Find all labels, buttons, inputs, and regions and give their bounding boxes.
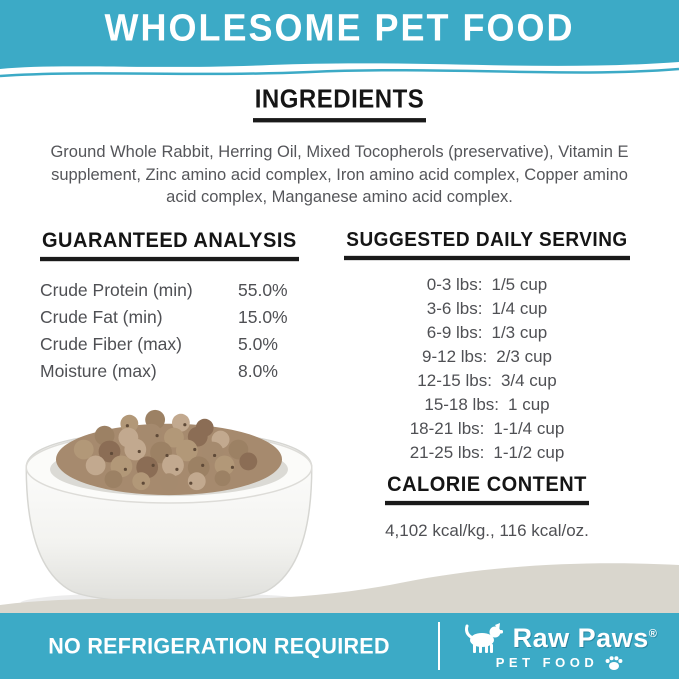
serving-row: 12-15 lbs: 3/4 cup	[333, 369, 641, 393]
calorie-content-heading: CALORIE CONTENT	[385, 473, 589, 506]
top-banner: WHOLESOME PET FOOD	[0, 0, 679, 56]
serving-range: 21-25 lbs:	[409, 443, 485, 462]
guaranteed-analysis-heading: GUARANTEED ANALYSIS	[40, 229, 299, 262]
refrigeration-notice: NO REFRIGERATION REQUIRED	[48, 632, 390, 659]
analysis-row: Moisture (max) 8.0%	[40, 358, 308, 385]
serving-range: 15-18 lbs:	[424, 395, 500, 414]
daily-serving-table: 0-3 lbs: 1/5 cup 3-6 lbs: 1/4 cup 6-9 lb…	[333, 273, 641, 465]
analysis-value: 15.0%	[238, 307, 288, 327]
serving-range: 0-3 lbs:	[426, 275, 483, 294]
brand-logo-top: Raw Paws®	[462, 622, 658, 654]
analysis-label: Crude Protein (min)	[40, 280, 193, 300]
analysis-value: 5.0%	[238, 334, 278, 354]
serving-range: 18-21 lbs:	[409, 419, 485, 438]
analysis-label: Crude Fiber (max)	[40, 334, 182, 354]
serving-amount: 1-1/4 cup	[493, 419, 565, 438]
calorie-content-section: CALORIE CONTENT 4,102 kcal/kg., 116 kcal…	[333, 473, 641, 541]
analysis-value: 55.0%	[238, 280, 288, 300]
guaranteed-analysis-table: Crude Protein (min) 55.0% Crude Fat (min…	[40, 277, 308, 385]
dog-icon	[464, 622, 503, 653]
serving-row: 0-3 lbs: 1/5 cup	[333, 273, 641, 297]
serving-amount: 1/4 cup	[491, 299, 548, 318]
brand-tagline-row: PET FOOD	[496, 655, 623, 671]
ingredients-section: INGREDIENTS	[0, 85, 679, 123]
ingredients-text: Ground Whole Rabbit, Herring Oil, Mixed …	[50, 143, 629, 206]
guaranteed-analysis-section: GUARANTEED ANALYSIS Crude Protein (min) …	[40, 229, 308, 385]
serving-range: 9-12 lbs:	[422, 347, 488, 366]
daily-serving-heading: SUGGESTED DAILY SERVING	[344, 229, 630, 261]
calorie-content-value: 4,102 kcal/kg., 116 kcal/oz.	[385, 521, 589, 540]
serving-amount: 1/5 cup	[491, 275, 548, 294]
footer-banner: NO REFRIGERATION REQUIRED Raw Paws®	[0, 613, 679, 679]
registered-mark: ®	[648, 627, 658, 640]
analysis-label: Crude Fat (min)	[40, 307, 163, 327]
serving-range: 6-9 lbs:	[426, 323, 483, 342]
analysis-row: Crude Protein (min) 55.0%	[40, 277, 308, 304]
brand-name: Raw Paws®	[513, 623, 658, 654]
serving-range: 3-6 lbs:	[426, 299, 483, 318]
analysis-row: Crude Fat (min) 15.0%	[40, 304, 308, 331]
analysis-value: 8.0%	[238, 361, 278, 381]
serving-row: 6-9 lbs: 1/3 cup	[333, 321, 641, 345]
serving-amount: 1 cup	[508, 395, 550, 414]
daily-serving-section: SUGGESTED DAILY SERVING 0-3 lbs: 1/5 cup…	[333, 229, 641, 465]
serving-amount: 1/3 cup	[491, 323, 548, 342]
analysis-label: Moisture (max)	[40, 361, 157, 381]
serving-row: 15-18 lbs: 1 cup	[333, 393, 641, 417]
serving-row: 21-25 lbs: 1-1/2 cup	[333, 441, 641, 465]
brand-tagline: PET FOOD	[495, 655, 599, 670]
bottom-wave-decoration	[0, 563, 679, 615]
kibble-bowl-image	[20, 409, 318, 615]
brand-name-text: Raw Paws	[512, 622, 649, 653]
footer-divider	[438, 622, 440, 670]
serving-row: 3-6 lbs: 1/4 cup	[333, 297, 641, 321]
serving-range: 12-15 lbs:	[417, 371, 492, 390]
serving-row: 9-12 lbs: 2/3 cup	[333, 345, 641, 369]
banner-wave-decoration	[0, 56, 679, 78]
serving-row: 18-21 lbs: 1-1/4 cup	[333, 417, 641, 441]
serving-amount: 1-1/2 cup	[493, 443, 565, 462]
brand-logo: Raw Paws® PET FOOD	[440, 622, 679, 671]
serving-amount: 3/4 cup	[500, 371, 557, 390]
serving-amount: 2/3 cup	[496, 347, 552, 366]
product-title: WHOLESOME PET FOOD	[104, 5, 575, 50]
analysis-row: Crude Fiber (max) 5.0%	[40, 331, 308, 358]
paw-icon	[605, 655, 623, 670]
ingredients-heading: INGREDIENTS	[252, 85, 427, 123]
